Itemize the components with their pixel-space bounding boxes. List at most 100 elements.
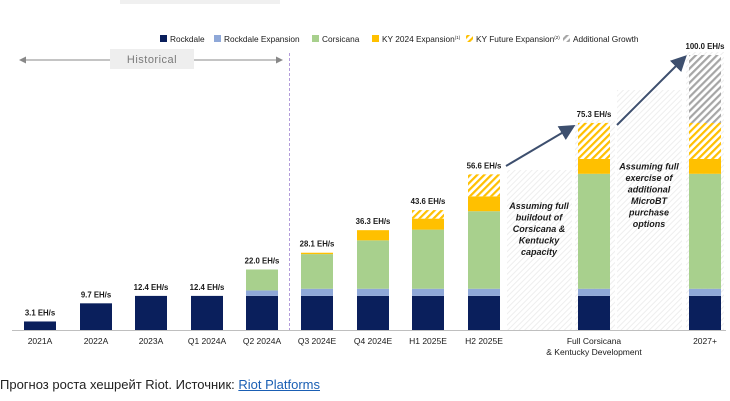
x-tick-label: Full Corsicana: [567, 336, 622, 346]
annotation-text: Assuming full: [508, 201, 569, 211]
bar-segment: [246, 290, 278, 296]
bar-segment: [689, 288, 721, 296]
x-tick-label: Q2 2024A: [243, 336, 282, 346]
annotation-text: purchase: [628, 207, 669, 217]
legend-swatch: [466, 35, 473, 42]
bar-segment: [689, 173, 721, 289]
annotation-text: Kentucky: [519, 236, 561, 246]
legend: Rockdale Rockdale Expansion Corsicana KY 20…: [160, 34, 639, 44]
x-tick-label: & Kentucky Development: [546, 347, 642, 357]
bar-segment: [578, 158, 610, 174]
growth-arrow: [616, 55, 687, 126]
x-tick-label: Q4 2024E: [354, 336, 393, 346]
bar-segment: [468, 174, 500, 197]
caption-text: Прогноз роста хешрейт Riot. Источник:: [0, 377, 239, 392]
top-decoration: [120, 0, 280, 4]
legend-label: Rockdale: [170, 34, 205, 44]
annotation-panel-bg: [507, 170, 572, 330]
legend-label: Rockdale Expansion: [224, 34, 300, 44]
historical-marker: Historical: [19, 49, 290, 330]
x-tick-label: H2 2025E: [465, 336, 503, 346]
bar-segment: [689, 158, 721, 174]
bar-segment: [357, 230, 389, 241]
legend-swatch: [372, 35, 379, 42]
bar-segment: [301, 252, 333, 255]
x-tick-label: Q1 2024A: [188, 336, 227, 346]
bar-segment: [412, 295, 444, 330]
bar-segment: [468, 196, 500, 212]
bar-segment: [412, 229, 444, 289]
value-label: 3.1 EH/s: [25, 308, 56, 317]
legend-label: KY Future Expansion(2): [476, 34, 560, 44]
hashrate-chart: Rockdale Rockdale Expansion Corsicana KY 20…: [12, 34, 726, 357]
value-label: 22.0 EH/s: [245, 257, 280, 266]
x-tick-label: 2022A: [84, 336, 109, 346]
bar-segment: [578, 288, 610, 296]
annotation-text: additional: [628, 184, 671, 194]
annotation-text: exercise of: [625, 173, 673, 183]
value-label: 12.4 EH/s: [134, 283, 169, 292]
annotation-text: options: [633, 219, 666, 229]
bar-segment: [301, 288, 333, 296]
value-label: 56.6 EH/s: [467, 161, 502, 170]
legend-footnote: (2): [554, 35, 560, 40]
bar-segment: [301, 254, 333, 289]
bar-segment: [468, 288, 500, 296]
bar-segment: [191, 295, 223, 330]
bar-segment: [301, 295, 333, 330]
legend-label: Additional Growth: [573, 34, 639, 44]
bar-segment: [689, 122, 721, 159]
bar-segment: [357, 240, 389, 289]
x-axis-ticks: 2021A 2022A 2023A Q1 2024A Q2 2024A Q3 2024E Q…: [28, 336, 717, 357]
x-tick-label: 2021A: [28, 336, 53, 346]
legend-footnote: (1): [455, 35, 461, 40]
x-tick-label: 2023A: [139, 336, 164, 346]
bar-segment: [578, 173, 610, 289]
bar-segment: [135, 295, 167, 330]
bar-segment: [468, 295, 500, 330]
annotation-text: capacity: [521, 247, 558, 257]
value-label: 36.3 EH/s: [356, 217, 391, 226]
x-tick-label: 2027+: [693, 336, 717, 346]
x-tick-label: Q3 2024E: [298, 336, 337, 346]
annotation-text: buildout of: [516, 213, 563, 223]
bar-segment: [80, 303, 112, 330]
bar-segment: [412, 288, 444, 296]
legend-label: KY 2024 Expansion(1): [382, 34, 461, 44]
bar-segment: [246, 269, 278, 291]
legend-swatch: [312, 35, 319, 42]
source-link[interactable]: Riot Platforms: [238, 377, 320, 392]
annotation-panel-bg: [617, 90, 682, 330]
value-label: 100.0 EH/s: [685, 42, 725, 51]
legend-label: Corsicana: [322, 34, 360, 44]
value-label: 9.7 EH/s: [81, 290, 112, 299]
x-tick-label: H1 2025E: [409, 336, 447, 346]
historical-box: [110, 49, 194, 69]
bar-segment: [412, 210, 444, 219]
bar-segment: [24, 321, 56, 330]
annotation-text: MicroBT: [631, 196, 669, 206]
bar-segment: [357, 295, 389, 330]
value-label: 12.4 EH/s: [190, 283, 225, 292]
bar-segment: [578, 295, 610, 330]
value-labels: 3.1 EH/s 9.7 EH/s 12.4 EH/s 12.4 EH/s 22.0 E…: [25, 42, 725, 317]
bar-segment: [689, 55, 721, 123]
figure-caption: Прогноз роста хешрейт Riot. Источник: Ri…: [0, 377, 320, 392]
legend-swatch: [214, 35, 221, 42]
legend-swatch: [563, 35, 570, 42]
bar-segment: [357, 288, 389, 296]
value-label: 75.3 EH/s: [577, 110, 612, 119]
legend-swatch: [160, 35, 167, 42]
bar-segment: [246, 295, 278, 330]
bars: [24, 55, 721, 330]
bar-segment: [578, 122, 610, 159]
value-label: 43.6 EH/s: [411, 197, 446, 206]
bar-segment: [412, 218, 444, 230]
growth-arrow: [505, 124, 576, 167]
historical-label: Historical: [127, 54, 177, 66]
bar-segment: [689, 295, 721, 330]
value-label: 28.1 EH/s: [300, 240, 335, 249]
annotation-text: Assuming full: [618, 161, 679, 171]
bar-segment: [468, 211, 500, 289]
